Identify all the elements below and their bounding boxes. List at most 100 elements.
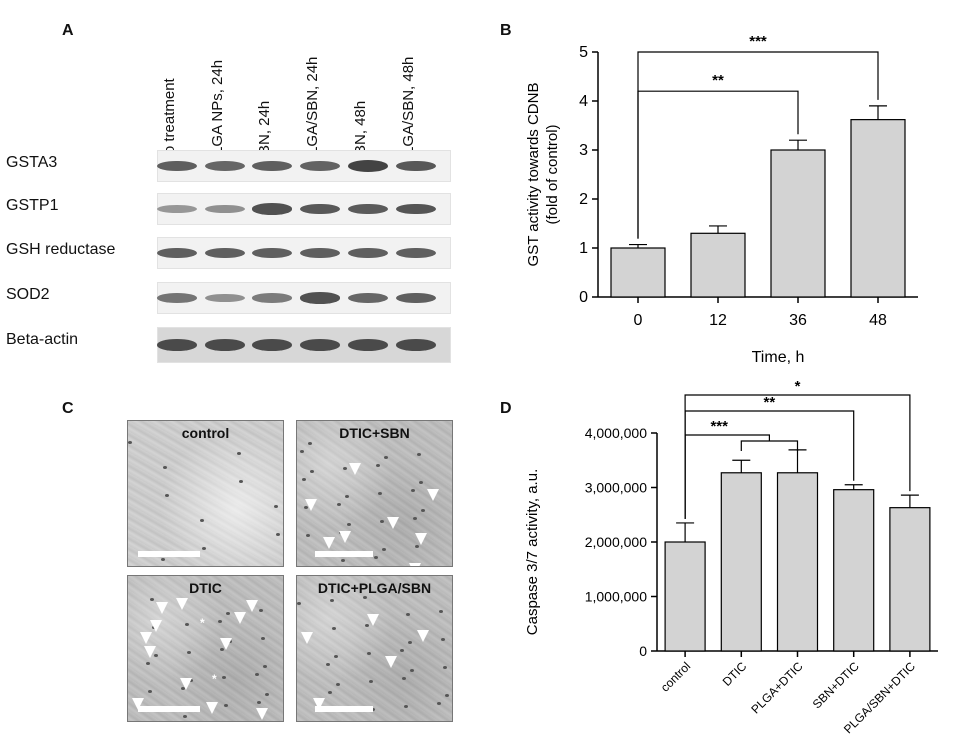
- white-arrowhead: [417, 630, 429, 642]
- blot-row-label: GSTA3: [6, 154, 58, 171]
- bar: [690, 232, 746, 298]
- cell-debris: [413, 517, 417, 520]
- cell-debris: [300, 450, 304, 453]
- cell-debris: [161, 558, 165, 561]
- cell-debris: [402, 677, 406, 680]
- x-tick-label: 12: [709, 312, 727, 329]
- cell-debris: [302, 478, 306, 481]
- cell-debris: [337, 503, 341, 506]
- white-arrowhead: [367, 614, 379, 626]
- significance-label: *: [795, 378, 801, 395]
- y-tick-label: 2: [579, 191, 588, 208]
- protein-band: [157, 160, 197, 172]
- bar: [850, 119, 906, 298]
- protein-band: [157, 339, 197, 351]
- protein-band: [252, 160, 292, 172]
- blot-row-label: SOD2: [6, 286, 50, 303]
- lane-label: PLGA/SBN, 48h: [400, 56, 417, 165]
- protein-band: [396, 160, 436, 172]
- cell-debris: [150, 598, 154, 601]
- y-tick-label: 3,000,000: [585, 480, 647, 496]
- x-tick-label: DTIC: [720, 659, 750, 689]
- protein-band: [348, 292, 388, 304]
- blot-strip: [157, 327, 451, 363]
- protein-band: [300, 203, 340, 215]
- protein-band: [396, 247, 436, 259]
- protein-band: [205, 293, 245, 303]
- protein-band: [348, 203, 388, 215]
- cell-debris: [406, 613, 410, 616]
- cell-debris: [345, 495, 349, 498]
- x-tick-label: 36: [789, 312, 807, 329]
- scale-bar: [138, 706, 200, 712]
- blot-row-label: Beta-actin: [6, 331, 79, 348]
- cell-debris: [226, 612, 230, 615]
- protein-band: [300, 160, 340, 172]
- blot-strip: [157, 193, 451, 225]
- cell-debris: [336, 683, 340, 686]
- y-axis-label-units: (fold of control): [544, 124, 561, 224]
- blot-row-label: GSTP1: [6, 197, 59, 214]
- white-arrowhead: [234, 612, 246, 624]
- y-tick-label: 4,000,000: [585, 425, 647, 441]
- cell-debris: [224, 704, 228, 707]
- protein-band: [396, 203, 436, 215]
- cell-debris: [259, 609, 263, 612]
- protein-band: [205, 204, 245, 214]
- significance-label: ***: [749, 33, 767, 50]
- protein-band: [252, 293, 292, 303]
- cell-debris: [165, 494, 169, 497]
- cell-debris: [334, 655, 338, 658]
- panel-a-letter: A: [62, 22, 74, 39]
- protein-band: [348, 339, 388, 351]
- cell-debris: [371, 708, 375, 711]
- protein-band: [205, 247, 245, 259]
- blot-strip: [157, 282, 451, 314]
- cell-debris: [185, 623, 189, 626]
- protein-band: [348, 160, 388, 172]
- white-arrowhead: [256, 708, 268, 720]
- protein-band: [300, 292, 340, 304]
- white-arrowhead: [176, 598, 188, 610]
- significance-bracket: [637, 51, 879, 239]
- white-arrowhead: [427, 489, 439, 501]
- bar: [610, 247, 666, 298]
- blot-strip: [157, 237, 451, 269]
- white-arrowhead: [220, 638, 232, 650]
- scale-bar: [315, 706, 373, 712]
- cell-debris: [239, 480, 243, 483]
- white-arrowhead: [144, 646, 156, 658]
- significance-bracket: [684, 394, 911, 519]
- cell-debris: [421, 509, 425, 512]
- cell-debris: [380, 520, 384, 523]
- cell-debris: [415, 545, 419, 548]
- cell-debris: [310, 470, 314, 473]
- protein-band: [157, 293, 197, 303]
- bar: [833, 489, 875, 652]
- micrograph: DTIC+SBN: [296, 420, 453, 567]
- cell-debris: [265, 693, 269, 696]
- cell-debris: [400, 649, 404, 652]
- protein-band: [157, 247, 197, 259]
- white-arrowhead: [409, 563, 421, 566]
- white-arrowhead: [385, 656, 397, 668]
- protein-band: [396, 339, 436, 351]
- lane-label: PLGA/SBN, 24h: [304, 56, 321, 165]
- cell-debris: [222, 676, 226, 679]
- white-arrowhead: [323, 537, 335, 549]
- protein-band: [252, 339, 292, 351]
- cell-debris: [404, 705, 408, 708]
- y-tick-label: 4: [579, 93, 588, 110]
- x-tick-label: 0: [634, 312, 643, 329]
- cell-debris: [347, 523, 351, 526]
- cell-debris: [308, 442, 312, 445]
- micrograph-label: DTIC+SBN: [339, 425, 410, 441]
- micrograph-label: DTIC: [189, 580, 222, 596]
- bar: [889, 507, 931, 652]
- y-tick-label: 1,000,000: [585, 589, 647, 605]
- protein-band: [205, 339, 245, 351]
- x-tick-label: SBN+DTIC: [810, 659, 862, 711]
- y-tick-label: 0: [579, 289, 588, 306]
- significance-label: **: [764, 394, 776, 411]
